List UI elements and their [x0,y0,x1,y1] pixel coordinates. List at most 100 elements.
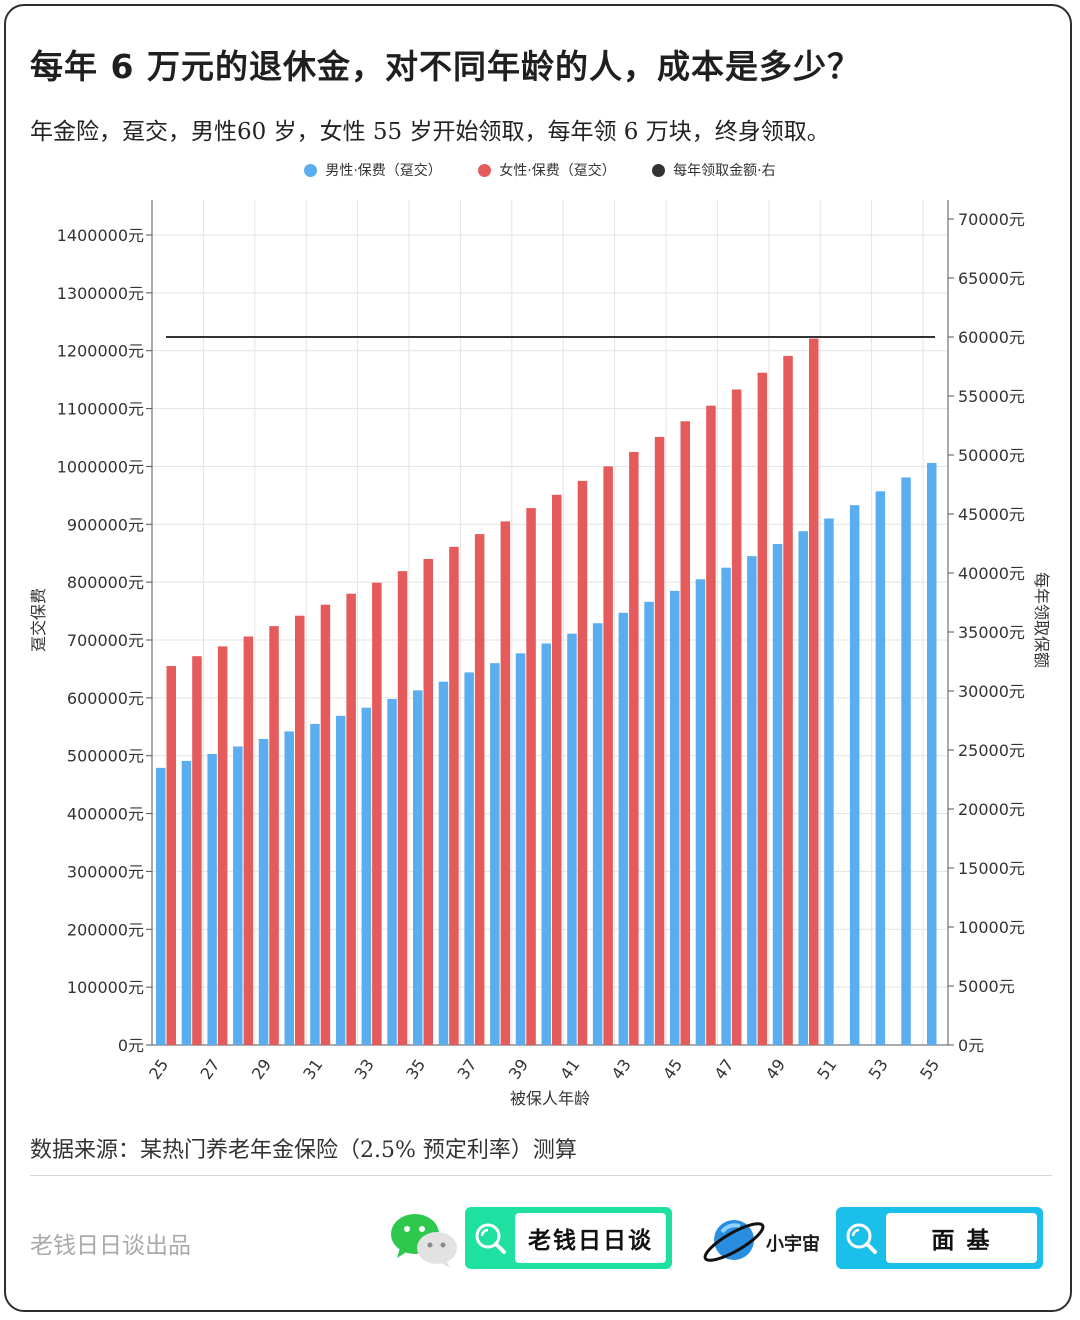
bar-female [423,559,433,1045]
bar-female [526,508,536,1046]
bar-female [397,571,408,1045]
y-tick-label: 1000000元 [57,457,144,476]
footer-divider [30,1175,1052,1176]
bar-male [849,505,860,1045]
bar-male [798,531,808,1045]
page-title: 每年 6 万元的退休金，对不同年龄的人，成本是多少？ [30,47,861,86]
bar-male [721,567,731,1045]
x-tick-label: 41 [556,1055,583,1083]
x-tick-label: 37 [453,1055,480,1083]
bar-male [824,518,834,1045]
bar-female [192,656,202,1045]
bar-female [217,646,228,1045]
legend-item-female[interactable]: 女性·保费（趸交） [478,160,616,180]
legend-swatch-payout [652,163,666,177]
x-tick-label: 51 [813,1055,840,1083]
search-box-laoqian[interactable]: 老钱日日谈 [465,1207,672,1269]
legend-swatch-male [304,163,318,177]
y-axis-label-left: 趸交保费 [29,588,48,652]
y-right-tick-label: 25000元 [958,741,1025,760]
wechat-icon [391,1214,457,1268]
y-right-tick-label: 45000元 [958,505,1025,524]
x-tick-label: 33 [351,1055,378,1083]
bar-male [258,738,269,1045]
y-tick-label: 900000元 [67,515,144,534]
y-axis-label-right: 每年领取保额 [1032,572,1051,668]
bar-male [284,731,294,1045]
bar-male [490,663,500,1045]
bar-male [156,767,166,1045]
search-icon [475,1223,506,1254]
y-tick-label: 1400000元 [57,226,144,245]
y-right-tick-label: 40000元 [958,564,1025,583]
bar-female [552,494,562,1045]
y-tick-label: 100000元 [67,978,144,997]
x-tick-label: 29 [248,1055,275,1083]
chart-legend: 男性·保费（趸交） 女性·保费（趸交） 每年领取金额·右 [0,160,1080,181]
y-right-tick-label: 20000元 [958,800,1025,819]
y-tick-label: 800000元 [67,573,144,592]
y-right-tick-label: 50000元 [958,446,1025,465]
legend-item-male[interactable]: 男性·保费（趸交） [304,160,442,180]
bar-male [901,477,911,1046]
legend-label-female: 女性·保费（趸交） [499,163,616,179]
bar-male [541,643,551,1045]
bar-female [680,421,690,1045]
bar-female [320,604,331,1045]
bar-female [654,436,665,1046]
credit-text: 老钱日日谈出品 [30,1233,191,1259]
bar-male [413,690,423,1045]
x-tick-label: 25 [145,1055,172,1083]
x-tick-label: 45 [659,1055,686,1083]
bar-male [695,579,706,1045]
y-tick-label: 600000元 [67,689,144,708]
search-icon [846,1223,877,1254]
x-tick-label: 49 [762,1055,789,1083]
bar-male [670,590,680,1045]
bar-female [269,626,279,1045]
search-box-mianji[interactable]: 面 基 [836,1207,1043,1269]
y-tick-label: 200000元 [67,920,144,939]
x-tick-label: 43 [608,1055,635,1083]
bar-male [515,653,526,1045]
bar-male [387,699,397,1045]
y-right-tick-label: 35000元 [958,623,1025,642]
y-right-tick-label: 0元 [958,1036,984,1055]
bar-chart: 0元 100000元 200000元 300000元 400000元 500000元 600… [29,200,1051,1108]
legend-swatch-female [478,163,492,177]
card-frame [4,4,1072,1312]
bar-male [747,556,757,1045]
y-right-tick-label: 70000元 [958,210,1025,229]
legend-item-payout[interactable]: 每年领取金额·右 [652,160,776,180]
y-tick-label: 1200000元 [57,342,144,361]
data-source: 数据来源：某热门养老年金保险（2.5% 预定利率）测算 [30,1138,577,1163]
legend-label-male: 男性·保费（趸交） [325,163,442,179]
bar-male [181,760,192,1045]
legend-label-payout: 每年领取金额·右 [673,163,776,179]
bar-female [346,593,356,1045]
bar-female [706,405,716,1045]
page-subtitle: 年金险，趸交，男性60 岁，女性 55 岁开始领取，每年领 6 万块，终身领取。 [30,119,830,145]
y-right-tick-label: 60000元 [958,328,1025,347]
bar-male [618,612,629,1045]
bar-female [577,480,588,1046]
bar-male [361,707,372,1045]
bar-female [372,582,382,1045]
bar-male [207,753,217,1045]
search-text-laoqian: 老钱日日谈 [515,1213,666,1263]
y-tick-label: 300000元 [67,862,144,881]
bar-female [757,372,768,1045]
x-tick-label: 35 [402,1055,429,1083]
bar-male [233,746,243,1045]
bar-male [772,543,783,1045]
y-tick-label: 1100000元 [57,400,144,419]
bar-female [783,355,793,1046]
search-text-mianji: 面 基 [886,1213,1037,1263]
brand-xiaoyuzhou: 小宇宙 [766,1234,820,1255]
y-right-tick-label: 30000元 [958,682,1025,701]
y-tick-label: 500000元 [67,747,144,766]
x-axis-label: 被保人年龄 [510,1089,590,1108]
bar-female [500,521,511,1045]
bar-female [449,546,459,1045]
bar-male [567,633,577,1045]
